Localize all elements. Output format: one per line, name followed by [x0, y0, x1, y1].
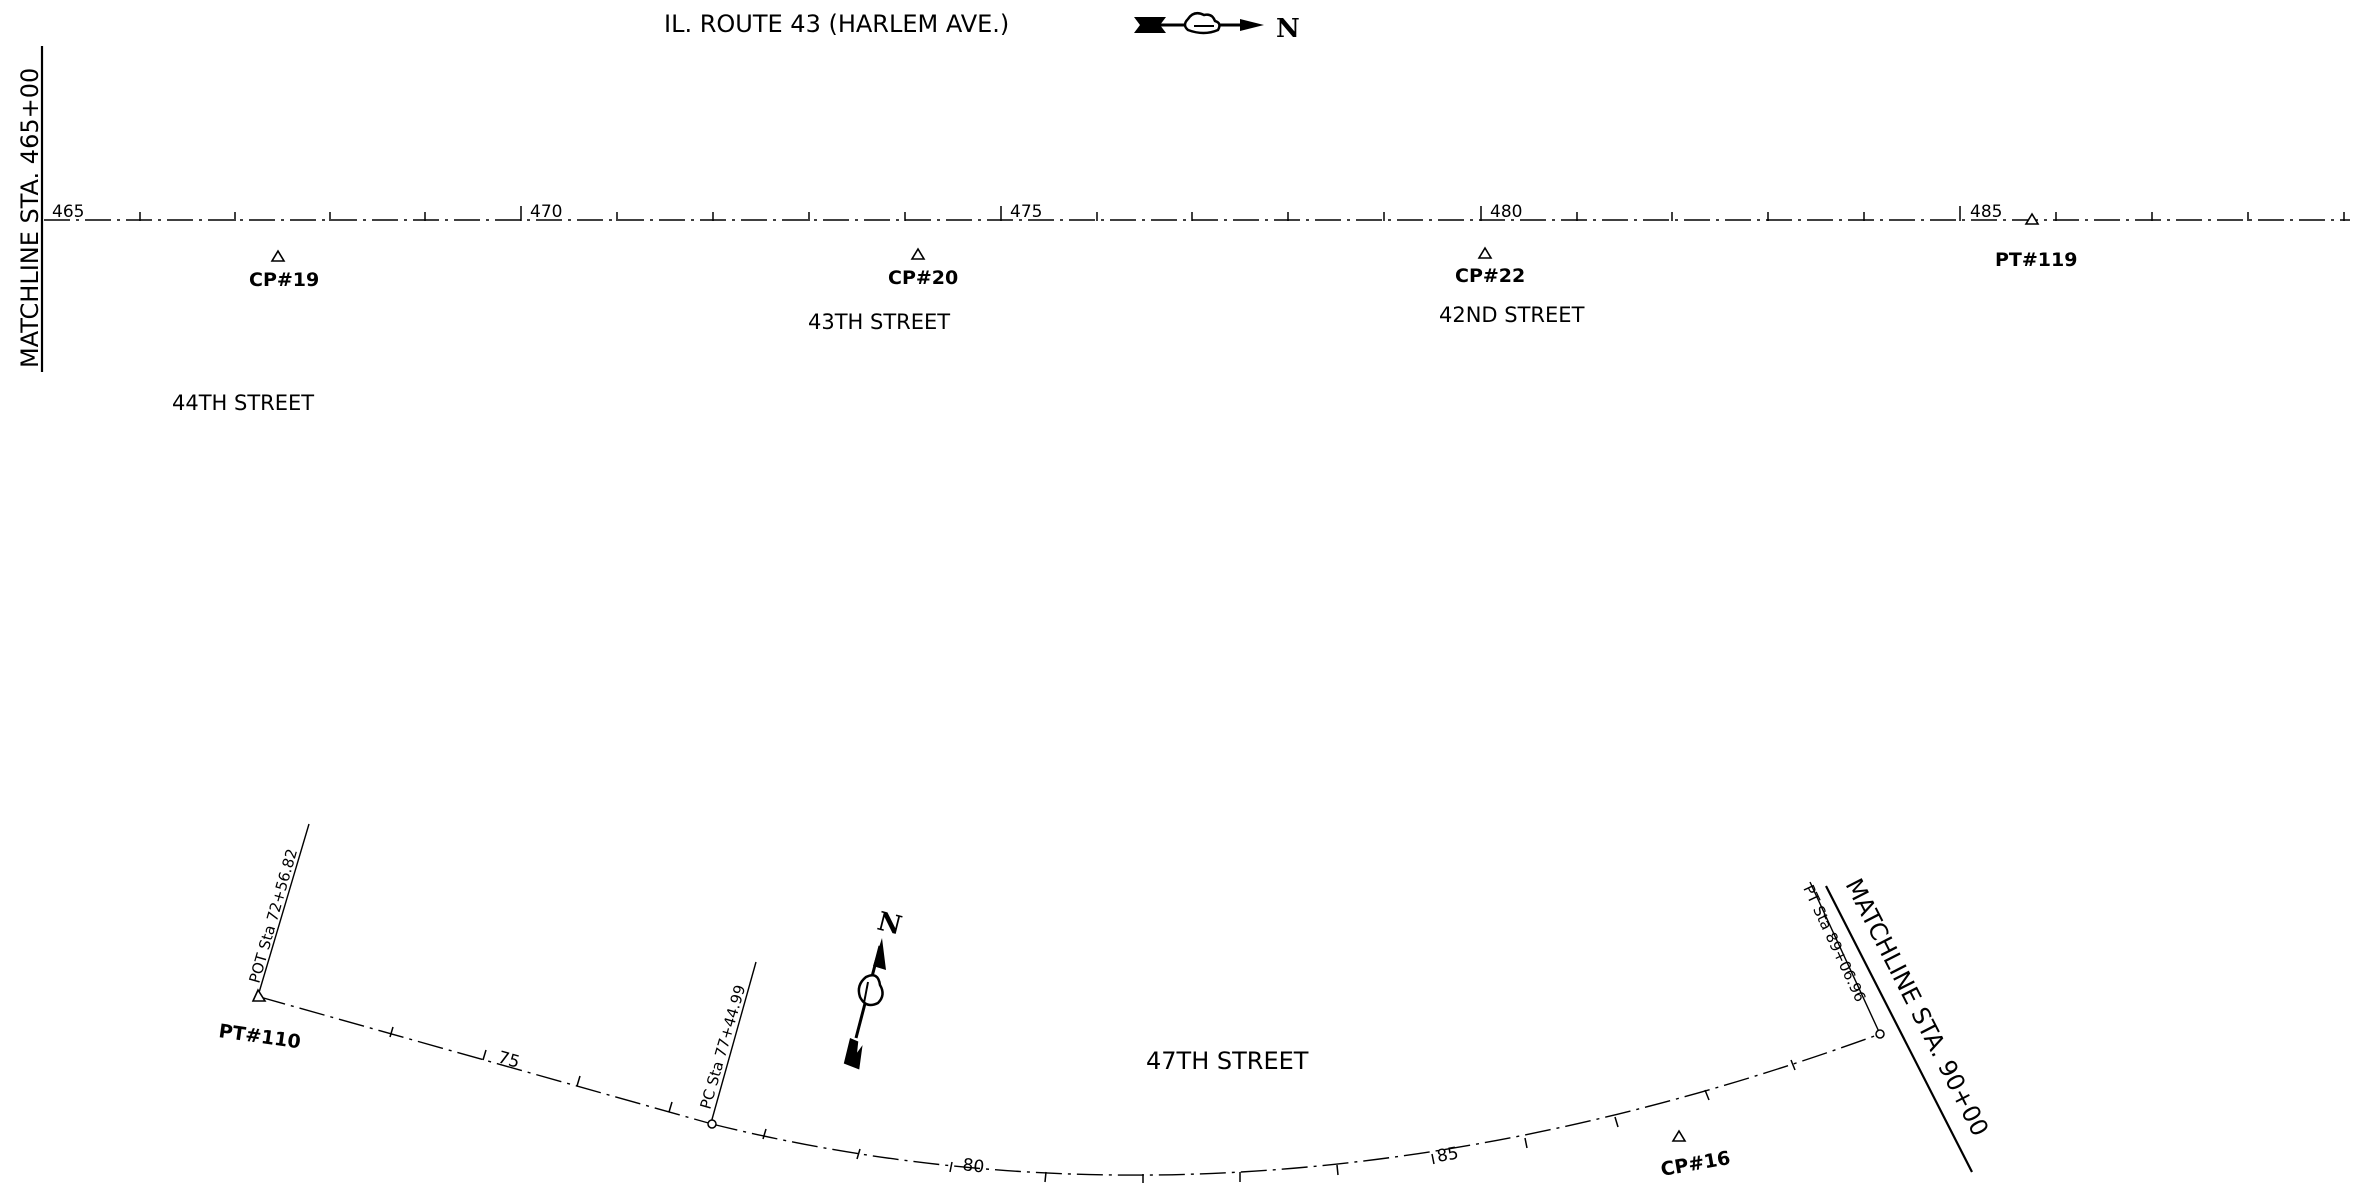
pot-label: POT Sta 72+56.82	[246, 847, 302, 985]
cp22-marker-icon	[1477, 246, 1493, 259]
cp19-label: CP#19	[249, 269, 319, 291]
pt-leader-line	[1809, 881, 1881, 1035]
matchline-left-label: MATCHLINE STA. 465+00	[16, 68, 44, 368]
station-465: 465	[52, 202, 84, 222]
north-arrow-top-icon	[1134, 11, 1264, 35]
station-80: 80	[961, 1155, 985, 1177]
station-475: 475	[1010, 202, 1042, 222]
street-43th: 43TH STREET	[808, 310, 950, 334]
pot-leader-line	[257, 823, 310, 997]
station-480: 480	[1490, 202, 1522, 222]
station-485: 485	[1970, 202, 2002, 222]
north-arrow-bottom-letter: N	[874, 907, 904, 942]
pt-point-icon	[1875, 1029, 1885, 1039]
matchline-right-label: MATCHLINE STA. 90+00	[1840, 874, 1994, 1141]
pc-leader-line	[710, 961, 757, 1124]
road-title: IL. ROUTE 43 (HARLEM AVE.)	[664, 10, 1009, 38]
cp22-label: CP#22	[1455, 265, 1525, 287]
cp20-marker-icon	[910, 247, 926, 260]
station-85: 85	[1435, 1143, 1460, 1166]
station-470: 470	[530, 202, 562, 222]
cp16-marker-icon	[1671, 1129, 1687, 1142]
north-arrow-top-letter: N	[1276, 14, 1300, 44]
street-44th: 44TH STREET	[172, 391, 314, 415]
pt119-marker-icon	[2024, 212, 2040, 225]
pt119-label: PT#119	[1995, 249, 2077, 271]
harlem-station-ticks	[139, 206, 2345, 221]
pc-point-icon	[707, 1119, 717, 1129]
pt110-marker-icon	[251, 988, 267, 1002]
matchline-right-line	[1825, 885, 1973, 1173]
pc-label: PC Sta 77+44.99	[697, 983, 750, 1111]
street-47th: 47TH STREET	[1146, 1047, 1309, 1075]
47th-curve-centerline	[711, 1033, 1881, 1176]
cp20-label: CP#20	[888, 267, 958, 289]
47th-tangent-centerline	[259, 996, 713, 1125]
street-42nd: 42ND STREET	[1439, 303, 1585, 327]
pt110-label: PT#110	[217, 1020, 302, 1053]
cp19-marker-icon	[270, 249, 286, 262]
47th-station-ticks	[389, 1026, 1796, 1183]
north-arrow-bottom-icon	[843, 938, 886, 1070]
cp16-label: CP#16	[1659, 1147, 1732, 1181]
